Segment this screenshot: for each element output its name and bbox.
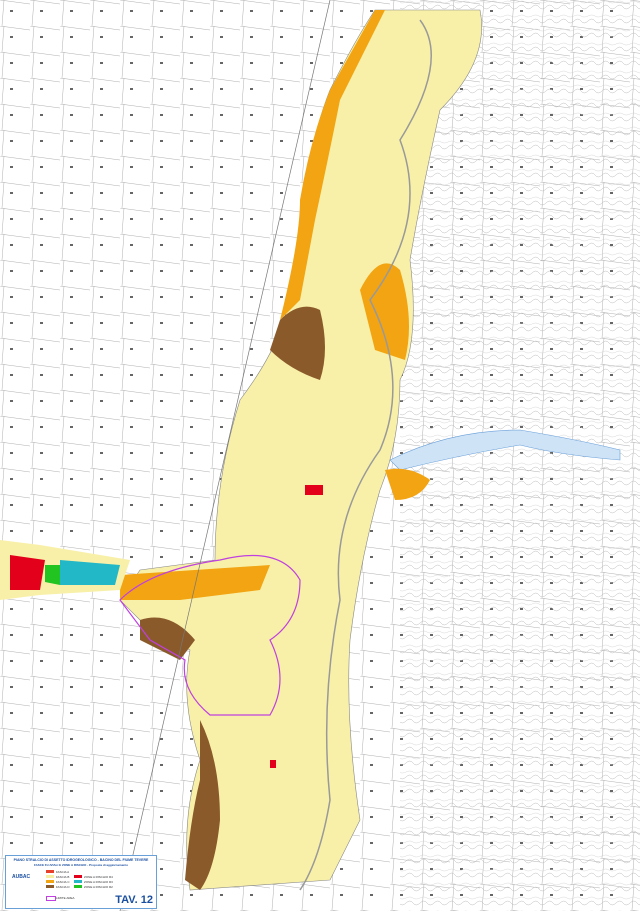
river-tevere xyxy=(299,19,432,891)
fascia-c-zone-west xyxy=(280,10,385,320)
fascia-d-zone-south xyxy=(140,617,195,660)
legend-item: FASCIA B xyxy=(56,875,70,879)
logo: AUBAC xyxy=(12,874,31,880)
fascia-d-zone xyxy=(270,306,325,380)
legend-item: ZONE A RISCHIO R4 xyxy=(84,875,113,879)
road xyxy=(119,0,331,911)
risk-r3-zone xyxy=(60,560,120,585)
risk-r4-spot xyxy=(270,760,276,768)
legend-item: FASCIA D xyxy=(56,885,70,889)
sheet-number: TAV. 12 xyxy=(115,894,153,906)
legend-item: FASCIA A xyxy=(56,870,70,874)
fascia-c-zone-confluence xyxy=(385,468,430,500)
legend-item: FASCIA C xyxy=(56,880,70,884)
map-legend: PIANO STRALCIO DI ASSETTO IDROGEOLOGICO … xyxy=(5,855,157,909)
fascia-d-zone-southwest xyxy=(185,720,220,890)
risk-r4-spot xyxy=(305,485,323,495)
legend-item: ZONE A RISCHIO R2 xyxy=(84,885,113,889)
legend-item: LIMITE AREA xyxy=(56,896,75,900)
river-tributary xyxy=(389,429,621,471)
fascia-c-zone-east xyxy=(360,263,409,360)
legend-title: PIANO STRALCIO DI ASSETTO IDROGEOLOGICO … xyxy=(13,858,149,862)
risk-r2-zone xyxy=(45,565,60,585)
legend-item: ZONE A RISCHIO R3 xyxy=(84,880,113,884)
risk-r4-zone xyxy=(10,555,45,590)
fascia-c-zone-valley xyxy=(120,565,270,600)
legend-subtitle: FASCE FLUVIALI E ZONE A RISCHIO - Propos… xyxy=(33,863,129,867)
